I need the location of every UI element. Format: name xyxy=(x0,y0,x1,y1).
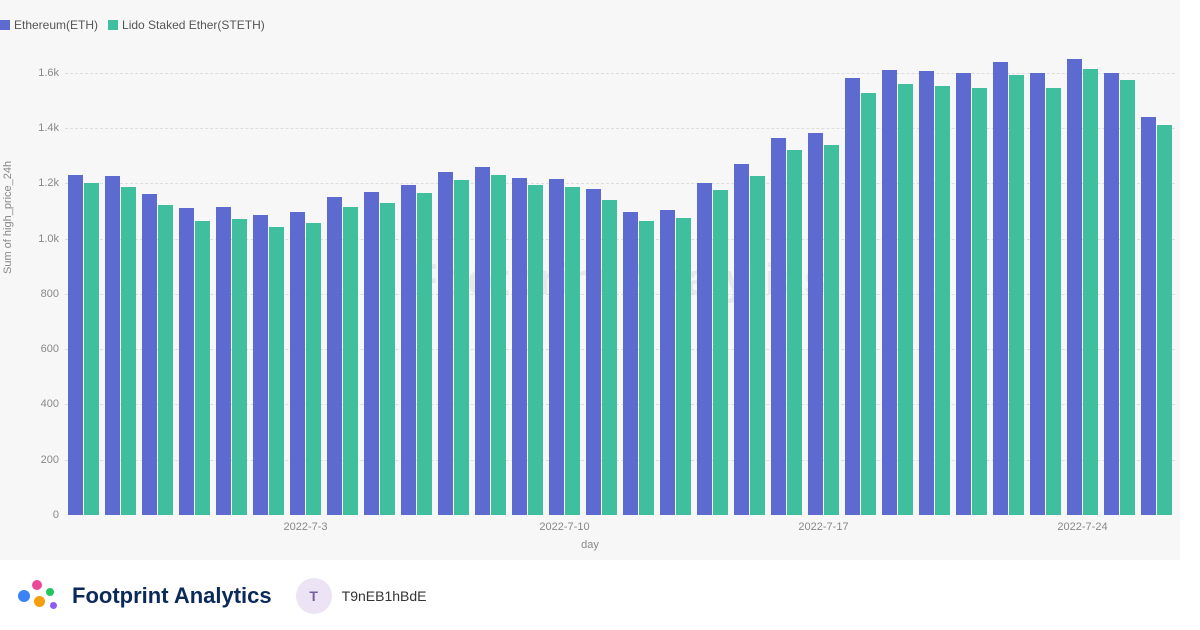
legend-item[interactable]: Ethereum(ETH) xyxy=(0,18,98,32)
bar[interactable] xyxy=(1067,59,1082,515)
bar[interactable] xyxy=(845,78,860,515)
bar[interactable] xyxy=(565,187,580,515)
bar[interactable] xyxy=(491,175,506,515)
watermark: Footprint Analytics xyxy=(411,255,829,305)
y-tick-label: 200 xyxy=(41,454,59,466)
bar[interactable] xyxy=(824,145,839,515)
x-tick-label: 2022-7-10 xyxy=(539,521,589,533)
bar[interactable] xyxy=(121,187,136,515)
bar[interactable] xyxy=(1083,69,1098,516)
y-tick-label: 1.4k xyxy=(38,122,59,134)
bar[interactable] xyxy=(475,167,490,515)
bar[interactable] xyxy=(697,183,712,515)
bar[interactable] xyxy=(142,194,157,515)
y-tick-label: 1.2k xyxy=(38,177,59,189)
bar[interactable] xyxy=(158,205,173,515)
bar[interactable] xyxy=(993,62,1008,515)
bar[interactable] xyxy=(586,189,601,515)
bar[interactable] xyxy=(179,208,194,515)
bar[interactable] xyxy=(528,185,543,515)
bar[interactable] xyxy=(1030,73,1045,515)
bar[interactable] xyxy=(676,218,691,515)
bar[interactable] xyxy=(1046,88,1061,515)
bar[interactable] xyxy=(898,84,913,515)
bar[interactable] xyxy=(861,93,876,515)
y-tick-label: 400 xyxy=(41,398,59,410)
bar[interactable] xyxy=(216,207,231,515)
bar[interactable] xyxy=(935,86,950,515)
y-tick-label: 800 xyxy=(41,288,59,300)
bar[interactable] xyxy=(549,179,564,515)
bar[interactable] xyxy=(882,70,897,515)
chart-legend: Ethereum(ETH) Lido Staked Ether(STETH) xyxy=(0,18,265,32)
bar[interactable] xyxy=(1157,125,1172,515)
bar[interactable] xyxy=(660,210,675,516)
legend-label: Ethereum(ETH) xyxy=(14,18,98,32)
bar[interactable] xyxy=(639,221,654,515)
bar[interactable] xyxy=(956,73,971,515)
footer: Footprint Analytics T T9nEB1hBdE xyxy=(16,576,426,616)
bar[interactable] xyxy=(253,215,268,515)
bar[interactable] xyxy=(380,203,395,515)
legend-swatch xyxy=(108,20,118,30)
bar[interactable] xyxy=(972,88,987,515)
plot-area: Footprint Analytics 02004006008001.0k1.2… xyxy=(65,45,1175,515)
chart-container: Ethereum(ETH) Lido Staked Ether(STETH) Su… xyxy=(0,0,1180,560)
bar[interactable] xyxy=(68,175,83,515)
bar[interactable] xyxy=(734,164,749,515)
bar[interactable] xyxy=(1104,73,1119,515)
brand[interactable]: Footprint Analytics xyxy=(16,576,272,616)
bar[interactable] xyxy=(808,133,823,515)
bar[interactable] xyxy=(512,178,527,515)
bar[interactable] xyxy=(306,223,321,515)
bar[interactable] xyxy=(602,200,617,515)
bar[interactable] xyxy=(1009,75,1024,515)
bar[interactable] xyxy=(771,138,786,515)
bar[interactable] xyxy=(343,207,358,515)
x-tick-label: 2022-7-3 xyxy=(283,521,327,533)
brand-text: Footprint Analytics xyxy=(72,583,272,609)
bar[interactable] xyxy=(1141,117,1156,515)
gridline xyxy=(65,73,1175,74)
y-tick-label: 1.0k xyxy=(38,233,59,245)
bar[interactable] xyxy=(454,180,469,515)
bar[interactable] xyxy=(438,172,453,515)
bar[interactable] xyxy=(417,193,432,515)
footprint-logo-icon xyxy=(16,576,62,616)
bar[interactable] xyxy=(105,176,120,515)
bar[interactable] xyxy=(364,192,379,515)
legend-label: Lido Staked Ether(STETH) xyxy=(122,18,265,32)
bar[interactable] xyxy=(269,227,284,515)
y-axis-label: Sum of high_price_24h xyxy=(2,161,14,274)
bar[interactable] xyxy=(327,197,342,515)
bar[interactable] xyxy=(290,212,305,515)
x-tick-label: 2022-7-24 xyxy=(1057,521,1107,533)
legend-swatch xyxy=(0,20,10,30)
y-tick-label: 1.6k xyxy=(38,67,59,79)
bar[interactable] xyxy=(713,190,728,515)
x-tick-label: 2022-7-17 xyxy=(798,521,848,533)
bar[interactable] xyxy=(232,219,247,515)
bar[interactable] xyxy=(919,71,934,515)
bar[interactable] xyxy=(1120,80,1135,515)
username: T9nEB1hBdE xyxy=(342,588,427,604)
avatar: T xyxy=(296,578,332,614)
bar[interactable] xyxy=(750,176,765,515)
bar[interactable] xyxy=(401,185,416,515)
bar[interactable] xyxy=(84,183,99,515)
legend-item[interactable]: Lido Staked Ether(STETH) xyxy=(108,18,265,32)
bar[interactable] xyxy=(787,150,802,515)
x-axis-label: day xyxy=(0,539,1180,551)
user-chip[interactable]: T T9nEB1hBdE xyxy=(296,578,427,614)
y-tick-label: 600 xyxy=(41,343,59,355)
y-tick-label: 0 xyxy=(53,509,59,521)
bar[interactable] xyxy=(195,221,210,515)
bar[interactable] xyxy=(623,212,638,515)
